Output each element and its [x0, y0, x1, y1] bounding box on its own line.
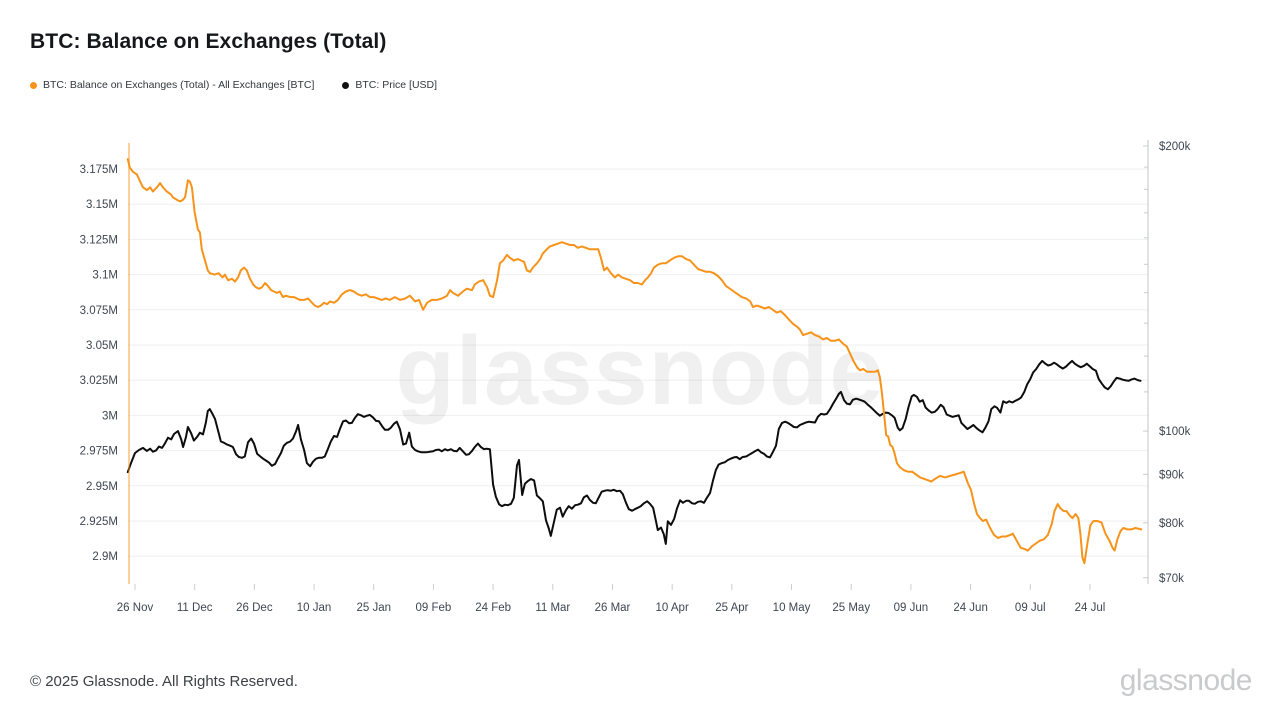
x-tick-label: 11 Dec	[177, 602, 213, 614]
x-tick-label: 10 Apr	[656, 602, 689, 614]
x-tick-label: 10 May	[773, 602, 811, 614]
x-tick-label: 24 Jun	[953, 602, 988, 614]
x-tick-label: 24 Jul	[1075, 602, 1106, 614]
left-axis-tick-label: 3.15M	[86, 199, 118, 211]
legend-label-balance: BTC: Balance on Exchanges (Total) - All …	[43, 79, 315, 91]
right-axis-tick-label: $200k	[1159, 141, 1191, 153]
glassnode-logo: glassnode	[1119, 664, 1253, 697]
legend-item-balance[interactable]: BTC: Balance on Exchanges (Total) - All …	[30, 79, 314, 91]
left-axis-tick-label: 3.125M	[80, 234, 118, 246]
left-axis-tick-label: 3.1M	[92, 270, 118, 282]
x-tick-label: 10 Jan	[297, 602, 332, 614]
right-axis-tick-label: $70k	[1159, 573, 1184, 585]
price-series-dot-icon	[342, 81, 350, 89]
left-axis-tick-label: 2.975M	[80, 446, 118, 458]
balance-series-dot-icon	[30, 81, 37, 89]
right-axis-tick-label: $100k	[1159, 426, 1191, 438]
chart-canvas[interactable]: glassnode 26 Nov 11 Dec 26 Dec 10 Jan 25 Jan 0…	[0, 0, 1280, 650]
page-title: BTC: Balance on Exchanges (Total)	[30, 30, 387, 53]
x-tick-label: 09 Feb	[416, 602, 452, 614]
left-axis-tick-label: 3M	[102, 410, 118, 422]
price-line-series	[126, 359, 1142, 545]
x-tick-label: 11 Mar	[535, 602, 570, 614]
copyright-text: © 2025 Glassnode. All Rights Reserved.	[30, 673, 298, 690]
x-tick-label: 26 Mar	[595, 602, 631, 614]
chart-legend: BTC: Balance on Exchanges (Total) - All …	[30, 79, 465, 91]
x-tick-label: 09 Jul	[1015, 602, 1046, 614]
x-tick-label: 25 Jan	[356, 602, 391, 614]
x-tick-label: 26 Nov	[117, 602, 154, 614]
left-axis-tick-label: 2.925M	[80, 516, 118, 528]
left-axis-tick-label: 2.9M	[92, 551, 118, 563]
left-axis-tick-label: 3.025M	[80, 375, 118, 387]
left-axis-tick-label: 3.05M	[86, 340, 118, 352]
right-axis-tick-label: $90k	[1159, 469, 1184, 481]
x-tick-label: 26 Dec	[236, 602, 273, 614]
x-tick-label: 09 Jun	[894, 602, 929, 614]
balance-line-series	[126, 158, 1143, 565]
legend-label-price: BTC: Price [USD]	[355, 79, 438, 91]
left-axis-tick-label: 3.075M	[80, 305, 118, 317]
right-axis-tick-label: $80k	[1159, 518, 1184, 530]
left-axis-tick-label: 3.175M	[80, 164, 118, 176]
x-tick-label: 25 May	[832, 602, 870, 614]
left-axis-tick-label: 2.95M	[86, 481, 118, 493]
legend-item-price[interactable]: BTC: Price [USD]	[342, 79, 437, 91]
x-tick-label: 24 Feb	[475, 602, 511, 614]
x-tick-label: 25 Apr	[715, 602, 748, 614]
